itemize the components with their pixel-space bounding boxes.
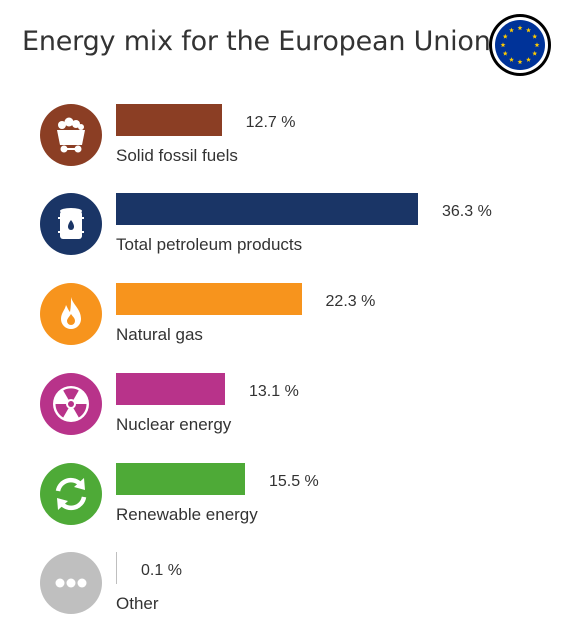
bar-nuclear-energy (116, 373, 225, 405)
value-label-other: 0.1 % (141, 562, 182, 579)
bar-row-solid-fossil-fuels: 12.7 % Solid fossil fuels (0, 104, 574, 184)
eu-flag-star (517, 59, 523, 65)
value-label-nuclear-energy: 13.1 % (248, 383, 299, 400)
value-label-natural-gas: 22.3 % (325, 293, 376, 310)
bar-row-natural-gas: 22.3 % Natural gas (0, 283, 574, 363)
radiation-icon (40, 373, 102, 435)
eu-flag-star (502, 33, 508, 39)
bar-other (116, 552, 117, 584)
eu-flag-star (502, 50, 508, 56)
category-label-renewable-energy: Renewable energy (116, 505, 258, 524)
eu-flag-star (534, 42, 540, 48)
bar-natural-gas (116, 283, 302, 315)
bar-solid-fossil-fuels (116, 104, 222, 136)
ellipsis-icon (40, 552, 102, 614)
recycle-arrows-icon (40, 463, 102, 525)
category-label-solid-fossil-fuels: Solid fossil fuels (116, 146, 238, 165)
oil-barrel-icon (40, 193, 102, 255)
category-label-nuclear-energy: Nuclear energy (116, 415, 232, 434)
eu-flag-star (526, 57, 531, 62)
eu-flag-star (509, 57, 514, 62)
eu-flag-star (500, 42, 506, 48)
bar-row-renewable-energy: 15.5 % Renewable energy (0, 463, 574, 543)
bar-row-total-petroleum-products: 36.3 % Total petroleum products (0, 193, 574, 273)
eu-flag-star (532, 50, 538, 56)
value-label-solid-fossil-fuels: 12.7 % (245, 114, 296, 131)
value-label-renewable-energy: 15.5 % (268, 473, 319, 490)
eu-flag-star (509, 27, 514, 33)
category-label-other: Other (116, 594, 159, 613)
bar-row-other: 0.1 % Other (0, 552, 574, 632)
flame-icon (40, 283, 102, 345)
bar-total-petroleum-products (116, 193, 418, 225)
chart-title: Energy mix for the European Union (22, 26, 491, 57)
eu-flag-star (532, 33, 538, 39)
coal-cart-icon (40, 104, 102, 166)
category-label-total-petroleum-products: Total petroleum products (116, 235, 303, 254)
bar-renewable-energy (116, 463, 245, 495)
eu-flag-star (526, 27, 531, 33)
eu-flag-icon (489, 14, 551, 76)
bar-row-nuclear-energy: 13.1 % Nuclear energy (0, 373, 574, 453)
value-label-total-petroleum-products: 36.3 % (442, 203, 492, 220)
eu-flag-star (517, 25, 523, 31)
category-label-natural-gas: Natural gas (116, 325, 203, 344)
